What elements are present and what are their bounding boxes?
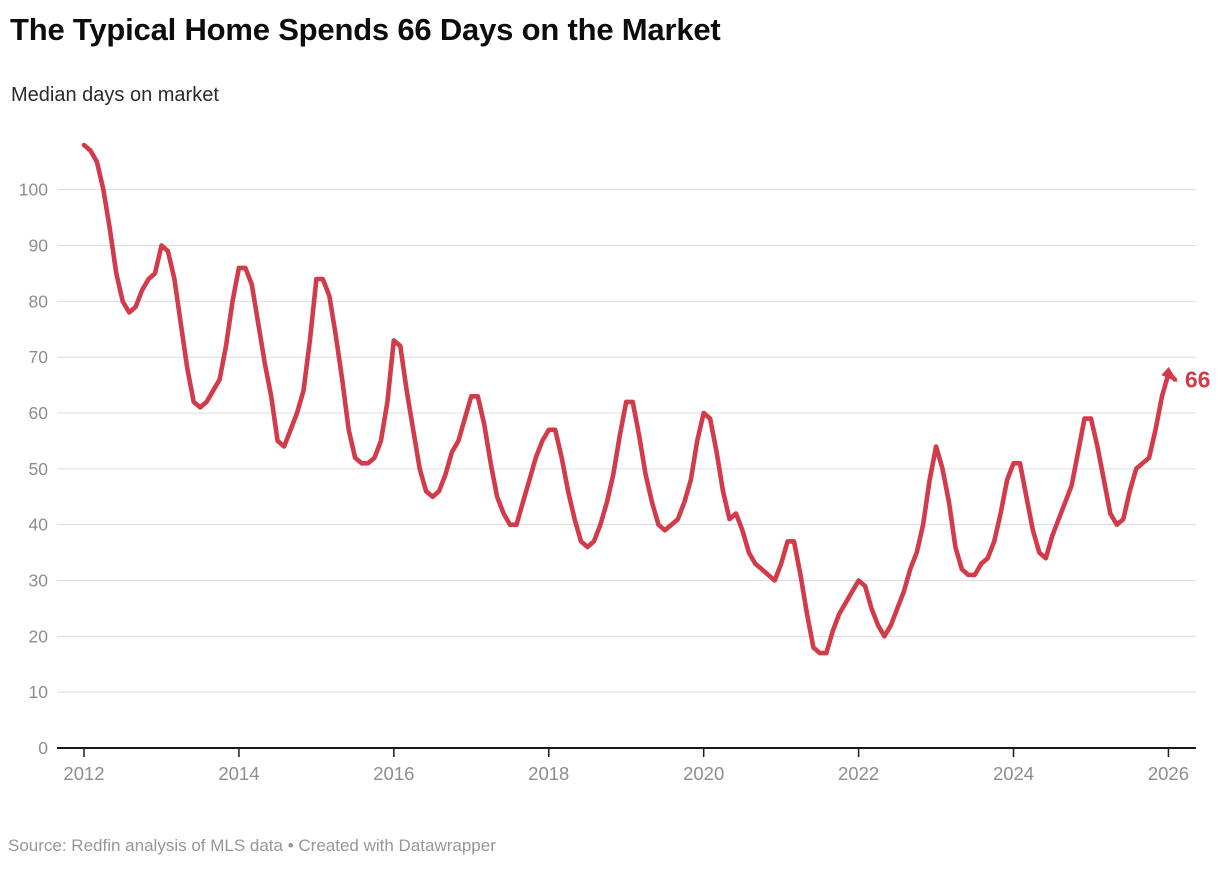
line-end-arrowhead [1161,366,1178,383]
x-tick-label: 2018 [528,763,569,784]
x-tick-label: 2012 [63,763,104,784]
x-tick-label: 2022 [838,763,879,784]
y-tick-label: 10 [29,682,49,702]
y-tick-label: 30 [29,571,49,591]
y-tick-label: 40 [29,515,49,535]
x-tick-label: 2014 [218,763,259,784]
x-tick-label: 2024 [993,763,1034,784]
y-tick-label: 70 [29,347,49,367]
chart-subtitle: Median days on market [11,84,219,106]
y-tick-label: 80 [29,291,49,311]
y-tick-label: 90 [29,236,49,256]
y-tick-label: 20 [29,626,49,646]
y-tick-label: 0 [38,738,48,758]
y-tick-label: 50 [29,459,49,479]
y-tick-label: 60 [29,403,49,423]
x-tick-label: 2016 [373,763,414,784]
x-tick-label: 2026 [1148,763,1189,784]
median-days-line [81,142,1178,656]
y-tick-label: 100 [19,180,48,200]
x-tick-label: 2020 [683,763,724,784]
source-footer: Source: Redfin analysis of MLS data • Cr… [8,836,496,855]
chart-title: The Typical Home Spends 66 Days on the M… [10,12,721,47]
end-value-label: 66 [1185,367,1211,393]
